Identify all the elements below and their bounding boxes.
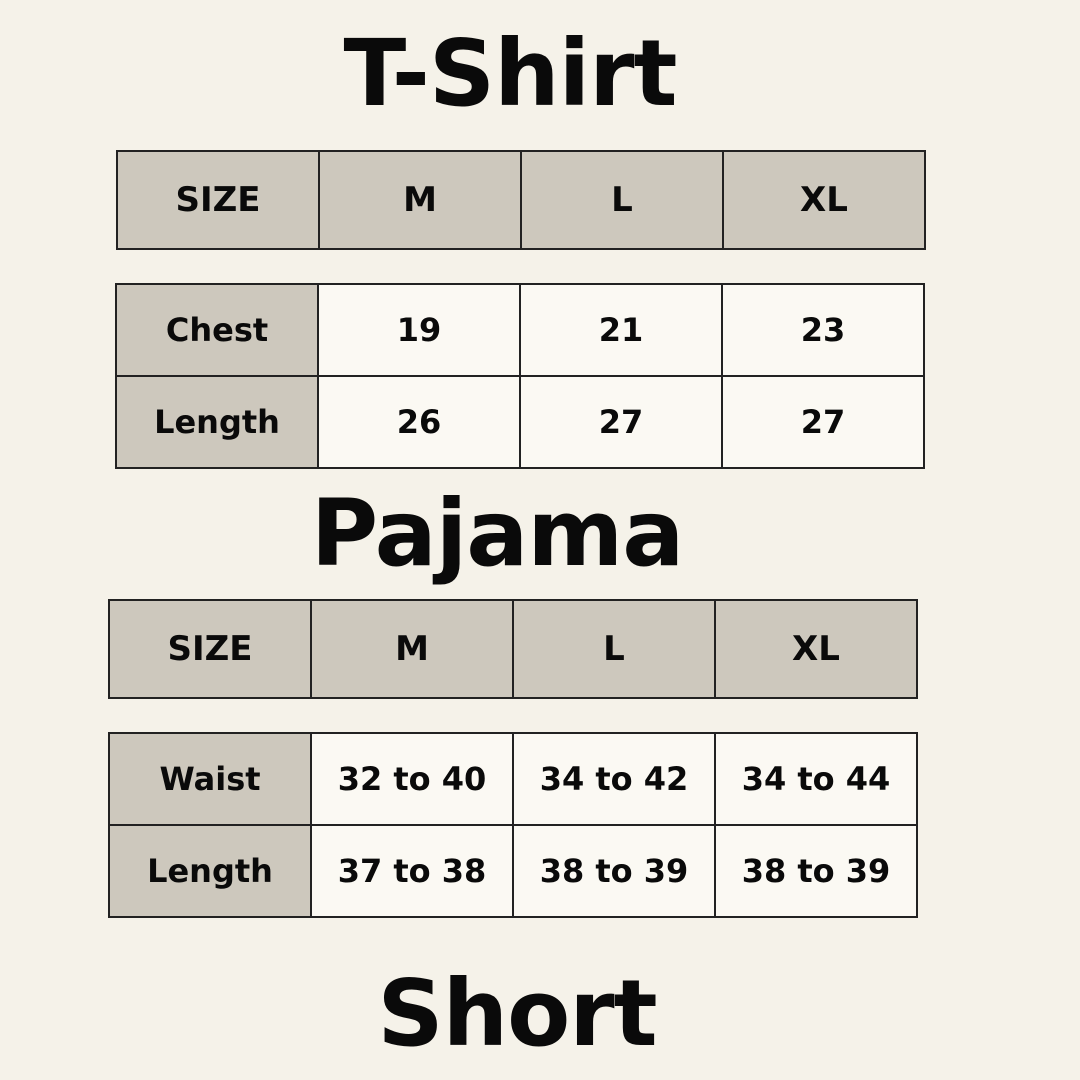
header-cell: L — [520, 150, 724, 250]
pajama-title: Pajama — [310, 480, 685, 587]
value-cell: 37 to 38 — [310, 824, 514, 918]
value-cell: 38 to 39 — [512, 824, 716, 918]
value-cell: 34 to 44 — [714, 732, 918, 826]
row-label: Length — [108, 824, 312, 918]
value-cell: 21 — [519, 283, 723, 377]
table-row: Waist 32 to 40 34 to 42 34 to 44 — [108, 732, 918, 826]
value-cell: 19 — [317, 283, 521, 377]
header-cell: XL — [714, 599, 918, 699]
pajama-size-header-table: SIZE M L XL — [108, 599, 918, 699]
row-label: Length — [115, 375, 319, 469]
pajama-measurements-table: Waist 32 to 40 34 to 42 34 to 44 Length … — [108, 732, 918, 918]
row-label: Chest — [115, 283, 319, 377]
value-cell: 26 — [317, 375, 521, 469]
table-row: Chest 19 21 23 — [115, 283, 925, 377]
value-cell: 23 — [721, 283, 925, 377]
tshirt-measurements-table: Chest 19 21 23 Length 26 27 27 — [115, 283, 925, 469]
header-cell: M — [318, 150, 522, 250]
value-cell: 32 to 40 — [310, 732, 514, 826]
value-cell: 38 to 39 — [714, 824, 918, 918]
header-cell: XL — [722, 150, 926, 250]
header-cell: M — [310, 599, 514, 699]
tshirt-title: T-Shirt — [343, 20, 677, 127]
tshirt-size-header-table: SIZE M L XL — [116, 150, 926, 250]
header-cell: L — [512, 599, 716, 699]
short-title: Short — [377, 960, 657, 1067]
table-row: Length 37 to 38 38 to 39 38 to 39 — [108, 824, 918, 918]
value-cell: 27 — [519, 375, 723, 469]
value-cell: 34 to 42 — [512, 732, 716, 826]
header-cell: SIZE — [108, 599, 312, 699]
row-label: Waist — [108, 732, 312, 826]
value-cell: 27 — [721, 375, 925, 469]
header-cell: SIZE — [116, 150, 320, 250]
table-row: Length 26 27 27 — [115, 375, 925, 469]
